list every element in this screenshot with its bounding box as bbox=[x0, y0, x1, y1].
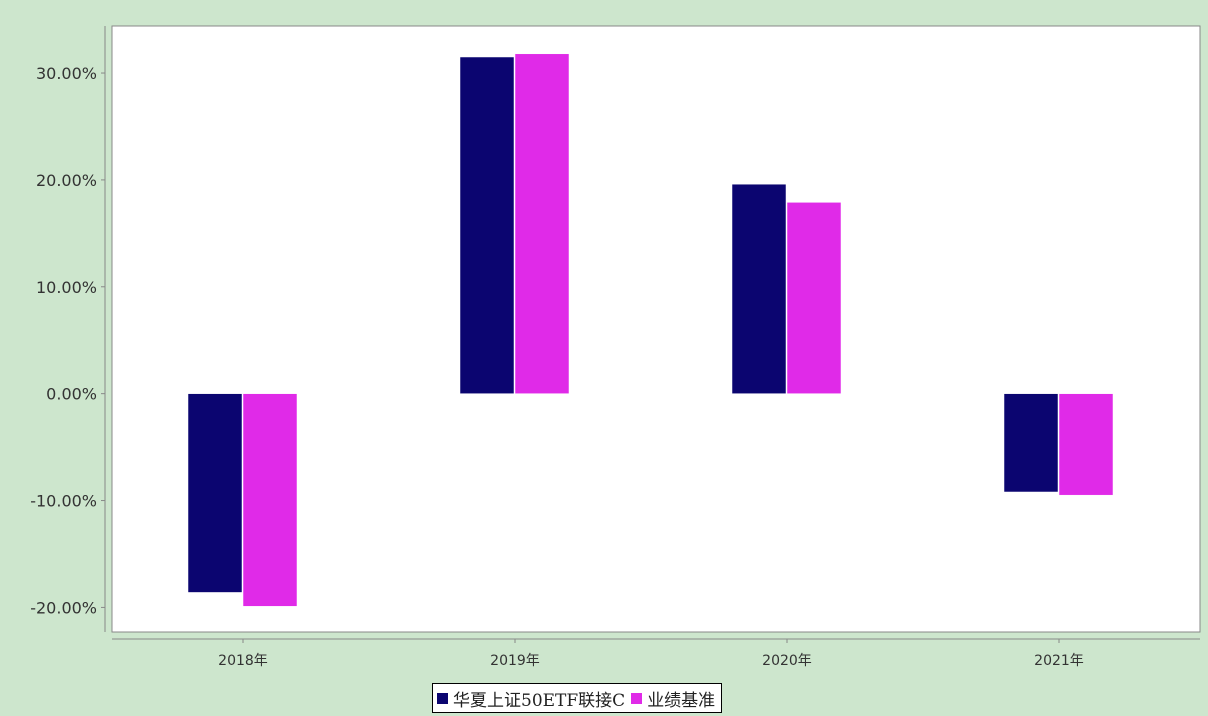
legend-swatch-fund bbox=[437, 692, 448, 704]
legend-item-fund: 华夏上证50ETF联接C bbox=[437, 686, 625, 711]
y-tick-label: 30.00% bbox=[36, 64, 97, 83]
y-tick-label: 0.00% bbox=[46, 385, 97, 404]
bar-series-2-1 bbox=[242, 393, 298, 607]
y-axis: -20.00% -10.00% 0.00% 10.00% 20.00% 30.00% bbox=[30, 26, 106, 632]
x-axis: 2018年 2019年 2020年 2021年 bbox=[112, 638, 1200, 669]
y-tick-label: 10.00% bbox=[36, 278, 97, 297]
bars bbox=[187, 53, 1114, 607]
x-tick-label: 2019年 bbox=[490, 653, 540, 669]
bar-series-2-3 bbox=[786, 202, 842, 394]
legend: 华夏上证50ETF联接C 业绩基准 bbox=[432, 683, 723, 713]
legend-swatch-benchmark bbox=[631, 692, 643, 704]
y-tick-label: -20.00% bbox=[30, 598, 97, 617]
x-tick-label: 2018年 bbox=[218, 653, 268, 669]
bar-series-1-3 bbox=[731, 183, 787, 394]
bar-series-2-2 bbox=[514, 53, 570, 394]
x-tick-label: 2021年 bbox=[1034, 653, 1084, 669]
bar-series-2-4 bbox=[1058, 393, 1114, 496]
bar-series-1-2 bbox=[459, 56, 515, 394]
legend-label-fund: 华夏上证50ETF联接C bbox=[453, 690, 626, 711]
legend-item-benchmark: 业绩基准 bbox=[631, 686, 715, 711]
legend-label-benchmark: 业绩基准 bbox=[647, 690, 716, 711]
bar-series-1-4 bbox=[1003, 393, 1059, 493]
x-tick-label: 2020年 bbox=[762, 653, 812, 669]
y-tick-label: -10.00% bbox=[30, 492, 97, 511]
bar-series-1-1 bbox=[187, 393, 243, 593]
y-tick-label: 20.00% bbox=[36, 171, 97, 190]
